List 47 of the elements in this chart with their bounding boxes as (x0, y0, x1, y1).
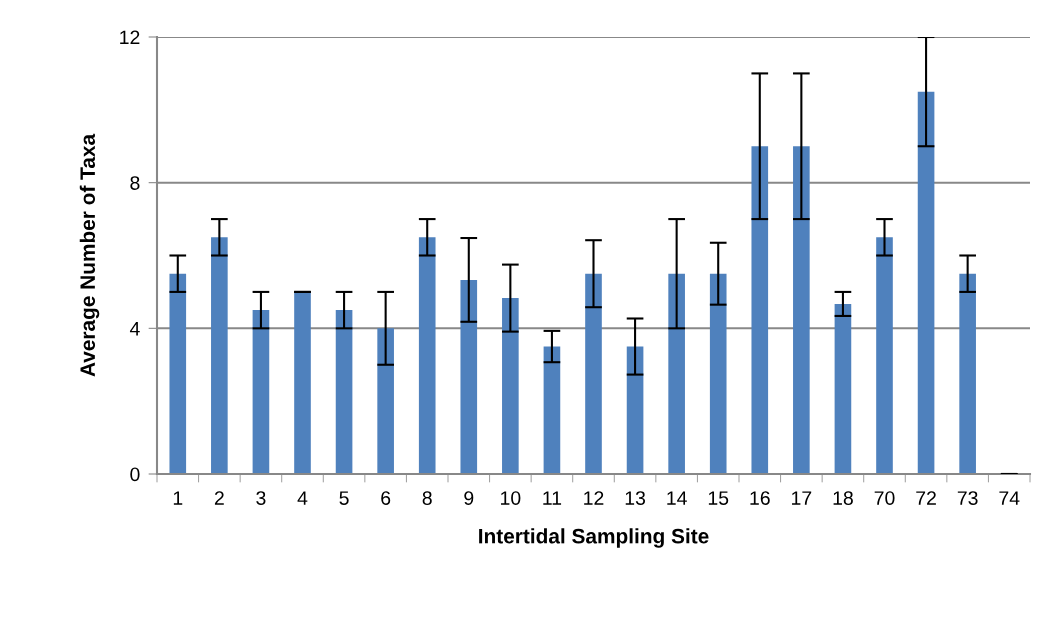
y-tick-label: 8 (130, 176, 140, 190)
bar (917, 91, 935, 474)
bar (211, 237, 228, 474)
x-tick-label: 2 (214, 491, 224, 505)
bar (169, 273, 187, 474)
x-tick-label: 17 (792, 491, 812, 505)
x-tick-label: 9 (464, 491, 474, 505)
y-tick-label: 4 (129, 322, 140, 336)
bar (834, 303, 852, 474)
x-tick-label: 13 (625, 491, 646, 505)
bar (335, 310, 353, 474)
x-tick-label: 10 (501, 491, 521, 505)
x-tick-label: 1 (173, 491, 183, 505)
bar (418, 237, 436, 474)
x-tick-label: 6 (381, 491, 391, 505)
bar (252, 310, 270, 474)
bar (668, 273, 685, 474)
bar (502, 298, 519, 474)
y-tick-label: 12 (120, 30, 140, 45)
y-axis-title: Average Number of Taxa (79, 133, 100, 377)
x-tick-label: 4 (297, 491, 308, 505)
bar (709, 273, 727, 474)
x-tick-label: 16 (750, 491, 770, 505)
bar (543, 346, 561, 474)
bar (460, 279, 478, 474)
x-tick-label: 73 (957, 491, 978, 505)
x-tick-label: 70 (874, 491, 895, 505)
x-tick-label: 5 (339, 491, 349, 505)
x-tick-label: 74 (999, 491, 1020, 505)
x-tick-label: 72 (916, 491, 936, 505)
x-tick-label: 8 (422, 491, 432, 505)
x-tick-label: 15 (708, 491, 729, 505)
bar (959, 273, 976, 474)
bar (585, 273, 602, 474)
x-tick-label: 3 (256, 491, 266, 505)
bar (793, 146, 810, 474)
bar (626, 346, 644, 474)
bar (751, 146, 769, 474)
x-tick-label: 14 (667, 491, 687, 505)
bar (876, 237, 893, 474)
x-tick-label: 11 (543, 491, 562, 505)
bar (294, 291, 311, 474)
y-tick-label: 0 (130, 467, 140, 482)
x-axis-title: Intertidal Sampling Site (479, 528, 709, 548)
bar (377, 328, 394, 474)
x-tick-label: 18 (833, 491, 853, 505)
x-tick-label: 12 (584, 491, 604, 505)
